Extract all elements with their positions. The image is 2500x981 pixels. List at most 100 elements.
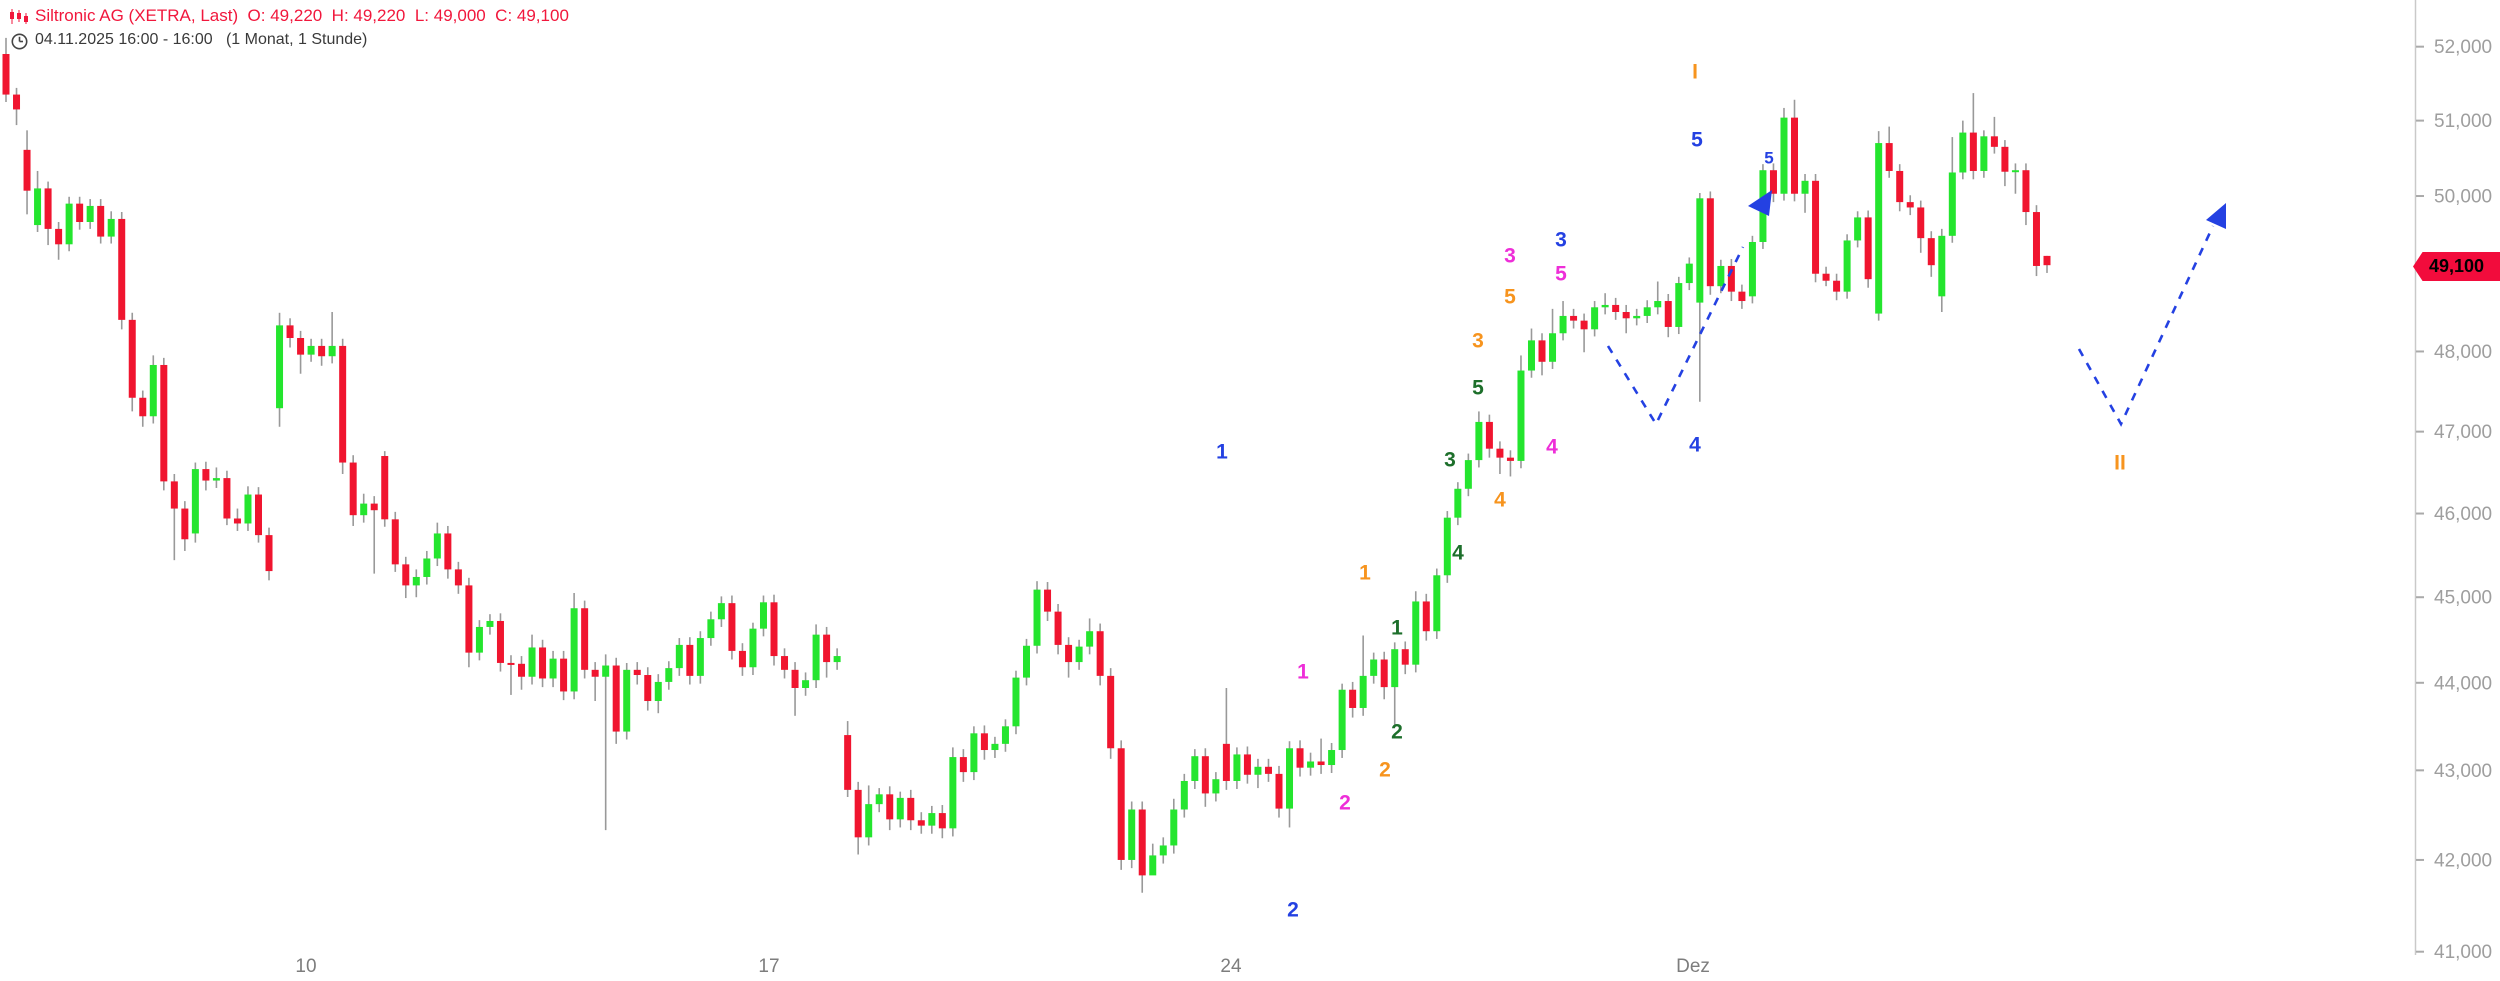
wave-label-dark_green-4[interactable]: 4	[1452, 541, 1464, 565]
candle-body-down	[381, 456, 389, 520]
candle-body-down	[1380, 659, 1388, 688]
candle-body-down	[1054, 611, 1062, 645]
candle-body-down	[633, 669, 641, 676]
wave-label-blue-5[interactable]: 5	[1764, 148, 1774, 168]
wave-label-orange-2[interactable]: 2	[1379, 758, 1391, 782]
wave-label-blue-5[interactable]: 5	[1691, 128, 1703, 152]
candle-body-up	[1307, 761, 1315, 768]
candle-body-up	[1023, 645, 1030, 678]
candle-body-up	[1443, 517, 1451, 576]
candle-body-up	[212, 478, 220, 481]
candle-body-up	[1633, 315, 1641, 319]
candle-body-up	[191, 469, 199, 534]
projection-dashed-line[interactable]	[2077, 225, 2215, 427]
wave-label-dark_green-3[interactable]: 3	[1444, 448, 1456, 472]
wave-label-magenta-3[interactable]: 3	[1504, 244, 1516, 268]
candle-body-down	[1570, 315, 1578, 321]
candle-body-up	[1370, 659, 1378, 676]
candle-body-up	[412, 576, 420, 586]
candle-body-up	[1328, 750, 1336, 766]
wave-label-magenta-5[interactable]: 5	[1555, 262, 1567, 286]
candle-body-down	[612, 665, 620, 732]
y-tick-label: 43,000	[2434, 761, 2492, 782]
candle-body-down	[76, 203, 84, 223]
wave-label-blue-3[interactable]: 3	[1555, 228, 1567, 252]
wave-label-dark_green-2[interactable]: 2	[1391, 720, 1403, 744]
candle-body-up	[1654, 301, 1662, 308]
candle-body-up	[696, 638, 704, 676]
candle-body-up	[1696, 198, 1704, 303]
candle-body-down	[1264, 766, 1272, 774]
date-range-label: 04.11.2025 16:00 - 16:00 (1 Monat, 1 Stu…	[35, 31, 367, 49]
candle-body-down	[1506, 457, 1514, 461]
candle-body-down	[1622, 312, 1630, 319]
wave-label-orange-3[interactable]: 3	[1472, 329, 1484, 353]
candle-body-down	[686, 644, 694, 676]
wave-label-orange-1[interactable]: 1	[1359, 561, 1371, 585]
wave-label-orange-I[interactable]: I	[1692, 60, 1698, 84]
wave-label-orange-4[interactable]: 4	[1494, 488, 1506, 512]
candle-body-up	[1643, 307, 1651, 316]
projection-arrowhead-icon[interactable]	[1748, 190, 1772, 216]
candle-body-down	[1727, 265, 1735, 292]
candle-body-up	[1433, 575, 1441, 632]
candle-body-down	[318, 345, 326, 357]
candle-body-down	[1927, 238, 1935, 266]
candle-body-up	[1685, 263, 1693, 284]
candle-body-up	[1159, 845, 1167, 856]
y-tick-label: 45,000	[2434, 588, 2492, 609]
wave-label-magenta-2[interactable]: 2	[1339, 791, 1351, 815]
candle-body-up	[1801, 180, 1809, 194]
candle-body-up	[1854, 217, 1862, 241]
candle-body-down	[1096, 631, 1104, 676]
candle-body-up	[602, 665, 610, 677]
candle-body-up	[1191, 756, 1199, 781]
wave-label-magenta-1[interactable]: 1	[1297, 660, 1309, 684]
candle-body-up	[675, 644, 683, 669]
wave-label-magenta-4[interactable]: 4	[1546, 435, 1558, 459]
candle-body-down	[23, 149, 31, 191]
candle-body-down	[1864, 217, 1872, 280]
candle-body-down	[1896, 170, 1904, 203]
candle-body-down	[1485, 421, 1493, 449]
x-tick-label: 17	[758, 956, 779, 977]
wave-label-blue-1[interactable]: 1	[1216, 440, 1228, 464]
wave-label-orange-II[interactable]: II	[2114, 451, 2126, 475]
y-tick-label: 51,000	[2434, 111, 2492, 132]
wave-label-blue-2[interactable]: 2	[1287, 898, 1299, 922]
projection-arrowhead-icon[interactable]	[2206, 203, 2226, 229]
candle-body-up	[486, 620, 494, 627]
wave-label-blue-4[interactable]: 4	[1689, 433, 1701, 457]
candle-body-down	[1822, 273, 1830, 281]
candle-body-down	[454, 569, 462, 586]
candle-body-down	[844, 735, 852, 790]
wave-label-orange-5[interactable]: 5	[1504, 285, 1516, 309]
candle-body-up	[1086, 631, 1094, 647]
candle-body-down	[644, 675, 652, 702]
candle-body-down	[370, 503, 378, 511]
candle-body-up	[1938, 235, 1946, 297]
candle-body-up	[896, 797, 904, 820]
wave-label-dark_green-5[interactable]: 5	[1472, 376, 1484, 400]
candle-body-up	[654, 681, 662, 702]
candle-body-up	[1601, 304, 1609, 308]
candle-body-up	[1012, 677, 1020, 727]
candle-body-down	[2, 54, 10, 95]
candle-body-down	[402, 564, 410, 586]
candle-body-down	[1812, 180, 1820, 274]
candle-body-down	[518, 663, 526, 677]
y-tick-label: 44,000	[2434, 673, 2492, 694]
candle-body-down	[44, 188, 52, 229]
candle-body-up	[360, 503, 368, 516]
candle-body-down	[1107, 675, 1115, 749]
candle-body-down	[118, 218, 126, 320]
candle-body-up	[1464, 460, 1472, 489]
wave-label-dark_green-1[interactable]: 1	[1391, 616, 1403, 640]
candle-body-up	[1591, 307, 1599, 330]
y-tick-label: 52,000	[2434, 37, 2492, 58]
candle-body-down	[917, 820, 925, 826]
candle-body-up	[276, 325, 284, 409]
candle-body-down	[265, 535, 273, 572]
x-tick-label: 24	[1220, 956, 1242, 977]
